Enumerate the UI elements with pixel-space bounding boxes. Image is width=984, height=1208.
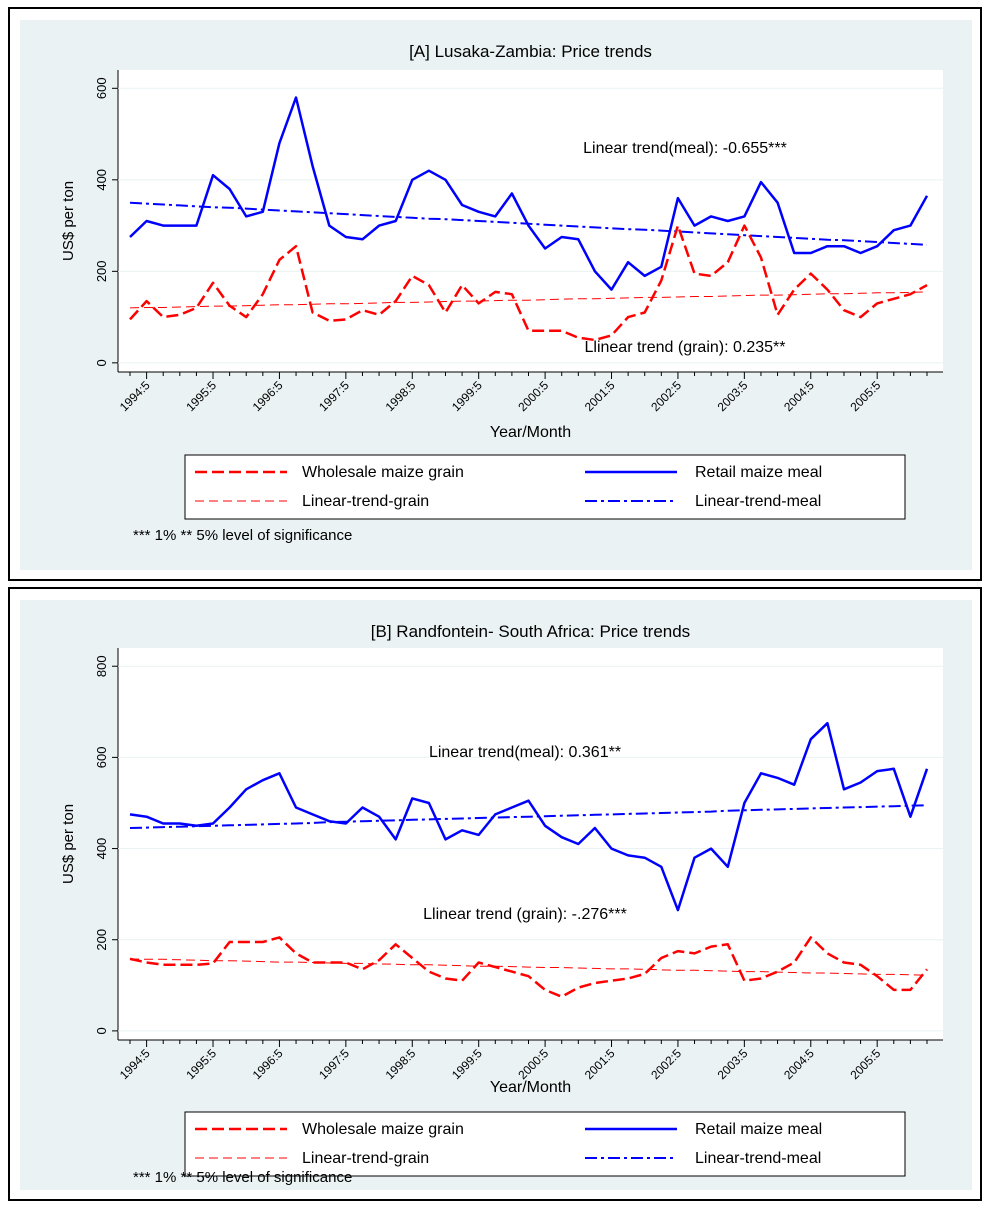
x-axis-label: Year/Month	[490, 1079, 571, 1096]
annotation: Linear trend(meal): -0.655***	[583, 140, 787, 157]
note: *** 1% ** 5% level of significance	[133, 527, 352, 544]
y-tick-label: 600	[94, 747, 109, 769]
y-tick-label: 800	[94, 655, 109, 677]
legend-label: Linear-trend-grain	[302, 1150, 429, 1167]
legend-box	[184, 454, 906, 520]
series-line	[129, 804, 928, 829]
chart-title: [B] Randfontein- South Africa: Price tre…	[371, 622, 690, 641]
plot-area	[118, 70, 943, 372]
legend-label: Wholesale maize grain	[302, 1121, 464, 1138]
legend-label: Linear-trend-meal	[695, 493, 821, 510]
note: *** 1% ** 5% level of significance	[133, 1169, 352, 1186]
series-line	[129, 291, 928, 309]
legend-label: Retail maize meal	[695, 464, 822, 481]
y-axis-label: US$ per ton	[60, 181, 77, 261]
legend-label: Linear-trend-meal	[695, 1150, 821, 1167]
series-line	[129, 721, 929, 912]
plot-area	[118, 648, 943, 1040]
series-line	[129, 936, 928, 998]
annotation: Llinear trend (grain): -.276***	[423, 906, 627, 923]
legend-label: Linear-trend-grain	[302, 493, 429, 510]
y-tick-label: 200	[94, 929, 109, 951]
x-axis-label: Year/Month	[490, 424, 571, 441]
y-tick-label: 400	[94, 838, 109, 860]
series-line	[129, 96, 929, 291]
series-line	[129, 224, 928, 342]
y-tick-label: 0	[94, 359, 109, 366]
y-axis-label: US$ per ton	[60, 804, 77, 884]
annotation: Llinear trend (grain): 0.235**	[584, 339, 785, 356]
y-tick-label: 0	[94, 1027, 109, 1034]
legend-label: Wholesale maize grain	[302, 464, 464, 481]
chart-title: [A] Lusaka-Zambia: Price trends	[409, 42, 652, 61]
y-tick-label: 600	[94, 77, 109, 99]
series-line	[129, 958, 928, 976]
y-tick-label: 400	[94, 169, 109, 191]
annotation: Linear trend(meal): 0.361**	[429, 744, 621, 761]
y-tick-label: 200	[94, 260, 109, 282]
legend-box	[184, 1111, 906, 1177]
legend-label: Retail maize meal	[695, 1121, 822, 1138]
